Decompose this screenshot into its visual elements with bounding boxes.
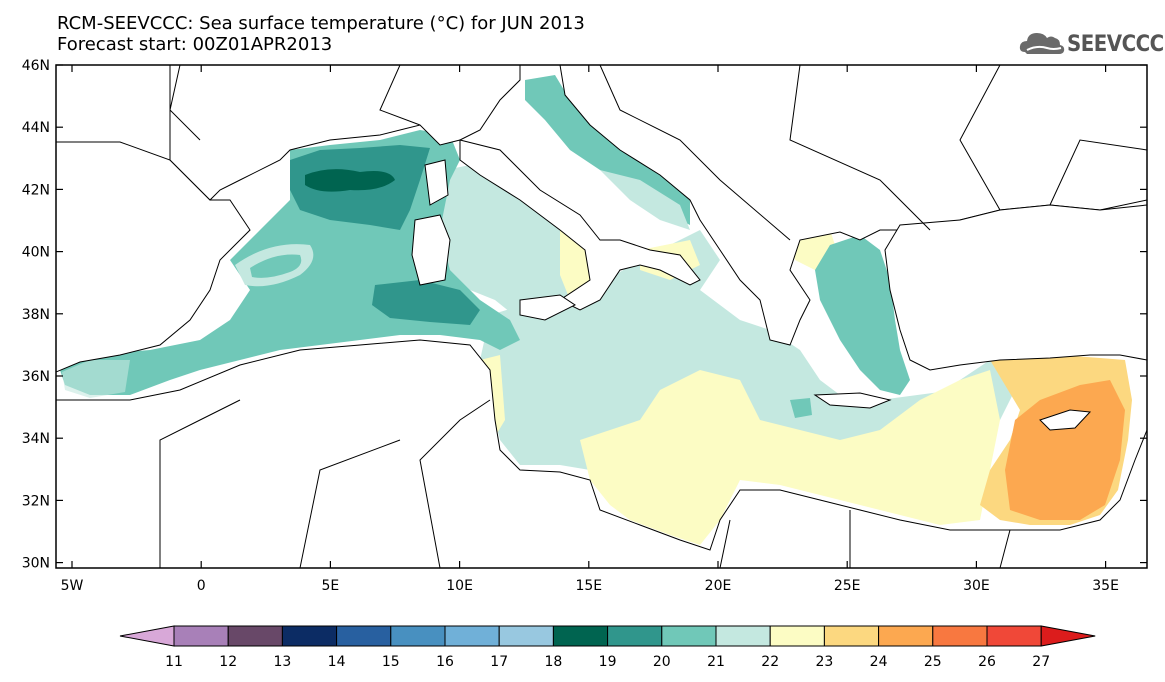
lon-label: 0 (197, 578, 206, 594)
colorbar-box (552, 625, 609, 647)
lon-label: 15E (575, 578, 602, 594)
colorbar-box (769, 625, 825, 647)
colorbar-box (336, 625, 392, 647)
lat-label: 46N (22, 58, 50, 74)
land-outlines (56, 65, 1147, 568)
colorbar-label: 15 (382, 654, 400, 670)
lat-label: 40N (22, 245, 50, 261)
lon-axis: 5W 0 5E 10E 15E 20E 25E 30E 35E (61, 65, 1119, 594)
map-title: RCM-SEEVCCC: Sea surface temperature (°C… (57, 13, 585, 34)
colorbar-label: 12 (219, 654, 237, 670)
lat-axis: 46N 44N 42N 40N 38N 36N 34N 32N 30N (22, 58, 1147, 572)
cloud-icon (1019, 33, 1065, 54)
colorbar-label: 22 (761, 654, 779, 670)
lat-label: 34N (22, 431, 50, 447)
lat-label: 38N (22, 307, 50, 323)
lon-label: 30E (963, 578, 990, 594)
lon-label: 35E (1092, 578, 1119, 594)
lon-label: 5W (61, 578, 84, 594)
lat-label: 42N (22, 182, 50, 198)
colorbar-label: 11 (165, 654, 183, 670)
colorbar-box (444, 625, 500, 647)
colorbar-box (390, 625, 446, 647)
colorbar-label: 25 (924, 654, 942, 670)
colorbar-label: 16 (436, 654, 454, 670)
logo-text: SEEVCCC (1067, 32, 1164, 57)
colorbar-box (498, 625, 554, 647)
map-frame (55, 64, 1148, 569)
colorbar-label: 14 (328, 654, 346, 670)
colorbar-label: 18 (544, 654, 562, 670)
lat-label: 44N (22, 120, 50, 136)
lon-label: 5E (322, 578, 340, 594)
lon-label: 25E (834, 578, 861, 594)
colorbar-label: 26 (978, 654, 996, 670)
colorbar-label: 21 (707, 654, 725, 670)
colorbar-box (281, 625, 338, 647)
colorbar-box (661, 625, 717, 647)
colorbar-box (607, 625, 663, 647)
seevccc-logo: SEEVCCC (1017, 26, 1164, 60)
colorbar-box (227, 625, 283, 647)
colorbar-label: 27 (1032, 654, 1050, 670)
colorbar-box (932, 625, 988, 647)
colorbar-label: 20 (653, 654, 671, 670)
colorbar-label: 13 (273, 654, 291, 670)
colorbar-box (986, 625, 1042, 647)
map-area (56, 65, 1147, 568)
colorbar-overflow (1040, 625, 1096, 647)
colorbar-underflow (119, 625, 175, 647)
colorbar-label: 24 (870, 654, 888, 670)
colorbar-label: 19 (599, 654, 617, 670)
colorbar-box (878, 625, 934, 647)
country-borders (159, 65, 1147, 568)
map-subtitle: Forecast start: 00Z01APR2013 (57, 34, 333, 55)
lat-label: 36N (22, 369, 50, 385)
colorbar: 11 12 13 14 15 16 17 18 19 20 21 22 23 24 25 26 27 (119, 625, 1096, 670)
lat-label: 30N (22, 556, 50, 572)
colorbar-box (823, 625, 880, 647)
lon-label: 20E (705, 578, 732, 594)
colorbar-label: 23 (815, 654, 833, 670)
lon-label: 10E (446, 578, 473, 594)
colorbar-label: 17 (490, 654, 508, 670)
colorbar-box (173, 625, 229, 647)
colorbar-box (715, 625, 771, 647)
lat-label: 32N (22, 493, 50, 509)
